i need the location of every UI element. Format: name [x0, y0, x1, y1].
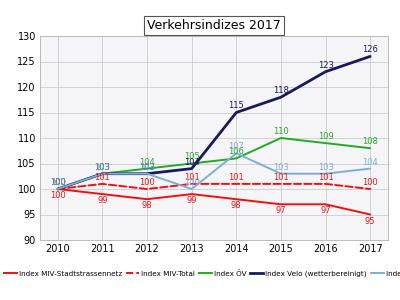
Text: 100: 100 — [50, 191, 66, 200]
Text: 100: 100 — [139, 178, 155, 187]
Text: 101: 101 — [318, 173, 334, 182]
Text: 101: 101 — [94, 173, 110, 182]
Text: 106: 106 — [228, 147, 244, 156]
Index ÖV — [189, 162, 194, 165]
Text: 100: 100 — [50, 178, 66, 187]
Text: 97: 97 — [320, 206, 331, 215]
Text: 100: 100 — [50, 178, 66, 187]
Text: 109: 109 — [318, 132, 334, 141]
Index Velo (wetterbereinigt) — [323, 70, 328, 74]
Index Velo (wetterbereinigt) — [278, 95, 283, 99]
Text: 99: 99 — [97, 196, 108, 205]
Text: 100: 100 — [50, 178, 66, 187]
Index MIV-Total — [368, 187, 372, 191]
Index ÖV — [323, 141, 328, 145]
Index MIV-Stadtstrassennetz — [368, 213, 372, 216]
Text: 118: 118 — [273, 86, 289, 95]
Index MIV-Total — [56, 187, 60, 191]
Text: 108: 108 — [362, 137, 378, 146]
Index MIV-Stadtstrassennetz — [56, 187, 60, 191]
Text: 123: 123 — [318, 61, 334, 70]
Index MIV-Total — [323, 182, 328, 186]
Text: 104: 104 — [139, 158, 155, 166]
Line: Index ÖV: Index ÖV — [58, 138, 370, 189]
Index MIV-Stadtstrassennetz — [323, 202, 328, 206]
Index Fuss — [323, 172, 328, 175]
Text: 104: 104 — [362, 158, 378, 166]
Index Fuss — [100, 172, 105, 175]
Index Fuss — [189, 187, 194, 191]
Index Velo (wetterbereinigt) — [100, 172, 105, 175]
Index ÖV — [278, 136, 283, 140]
Line: Index Fuss: Index Fuss — [58, 153, 370, 189]
Title: Verkehrsindizes 2017: Verkehrsindizes 2017 — [147, 19, 281, 32]
Line: Index MIV-Stadtstrassennetz: Index MIV-Stadtstrassennetz — [58, 189, 370, 214]
Index Velo (wetterbereinigt) — [368, 55, 372, 58]
Line: Index MIV-Total: Index MIV-Total — [58, 184, 370, 189]
Index ÖV — [100, 172, 105, 175]
Index MIV-Total — [278, 182, 283, 186]
Line: Index Velo (wetterbereinigt): Index Velo (wetterbereinigt) — [58, 56, 370, 189]
Legend: Index MIV-Stadtstrassennetz, Index MIV-Total, Index ÖV, Index Velo (wetterberein: Index MIV-Stadtstrassennetz, Index MIV-T… — [4, 270, 400, 278]
Index Velo (wetterbereinigt) — [145, 172, 150, 175]
Text: 97: 97 — [276, 206, 286, 215]
Text: 103: 103 — [94, 163, 110, 172]
Index ÖV — [368, 146, 372, 150]
Text: 101: 101 — [228, 173, 244, 182]
Index MIV-Stadtstrassennetz — [100, 192, 105, 196]
Index MIV-Total — [145, 187, 150, 191]
Index Fuss — [145, 172, 150, 175]
Text: 100: 100 — [362, 178, 378, 187]
Text: 103: 103 — [318, 163, 334, 172]
Index ÖV — [145, 167, 150, 170]
Text: 101: 101 — [273, 173, 289, 182]
Text: 103: 103 — [139, 163, 155, 172]
Text: 95: 95 — [365, 217, 376, 226]
Text: 100: 100 — [184, 178, 200, 187]
Index MIV-Stadtstrassennetz — [278, 202, 283, 206]
Text: 101: 101 — [184, 173, 200, 182]
Index Fuss — [278, 172, 283, 175]
Index ÖV — [56, 187, 60, 191]
Text: 110: 110 — [273, 127, 289, 136]
Text: 103: 103 — [94, 163, 110, 172]
Text: 103: 103 — [139, 163, 155, 172]
Index MIV-Total — [100, 182, 105, 186]
Index MIV-Stadtstrassennetz — [234, 197, 239, 201]
Index ÖV — [234, 157, 239, 160]
Index MIV-Stadtstrassennetz — [189, 192, 194, 196]
Text: 104: 104 — [184, 158, 200, 166]
Index Fuss — [56, 187, 60, 191]
Text: 103: 103 — [94, 163, 110, 172]
Text: 98: 98 — [142, 201, 152, 210]
Text: 99: 99 — [186, 196, 197, 205]
Text: 98: 98 — [231, 201, 242, 210]
Text: 107: 107 — [228, 142, 244, 151]
Index MIV-Total — [234, 182, 239, 186]
Index MIV-Total — [189, 182, 194, 186]
Index Velo (wetterbereinigt) — [189, 167, 194, 170]
Text: 103: 103 — [273, 163, 289, 172]
Index Fuss — [234, 152, 239, 155]
Index Velo (wetterbereinigt) — [56, 187, 60, 191]
Text: 126: 126 — [362, 45, 378, 54]
Text: 105: 105 — [184, 152, 200, 161]
Index Fuss — [368, 167, 372, 170]
Text: 100: 100 — [50, 178, 66, 187]
Index Velo (wetterbereinigt) — [234, 111, 239, 114]
Text: 115: 115 — [228, 101, 244, 110]
Index MIV-Stadtstrassennetz — [145, 197, 150, 201]
